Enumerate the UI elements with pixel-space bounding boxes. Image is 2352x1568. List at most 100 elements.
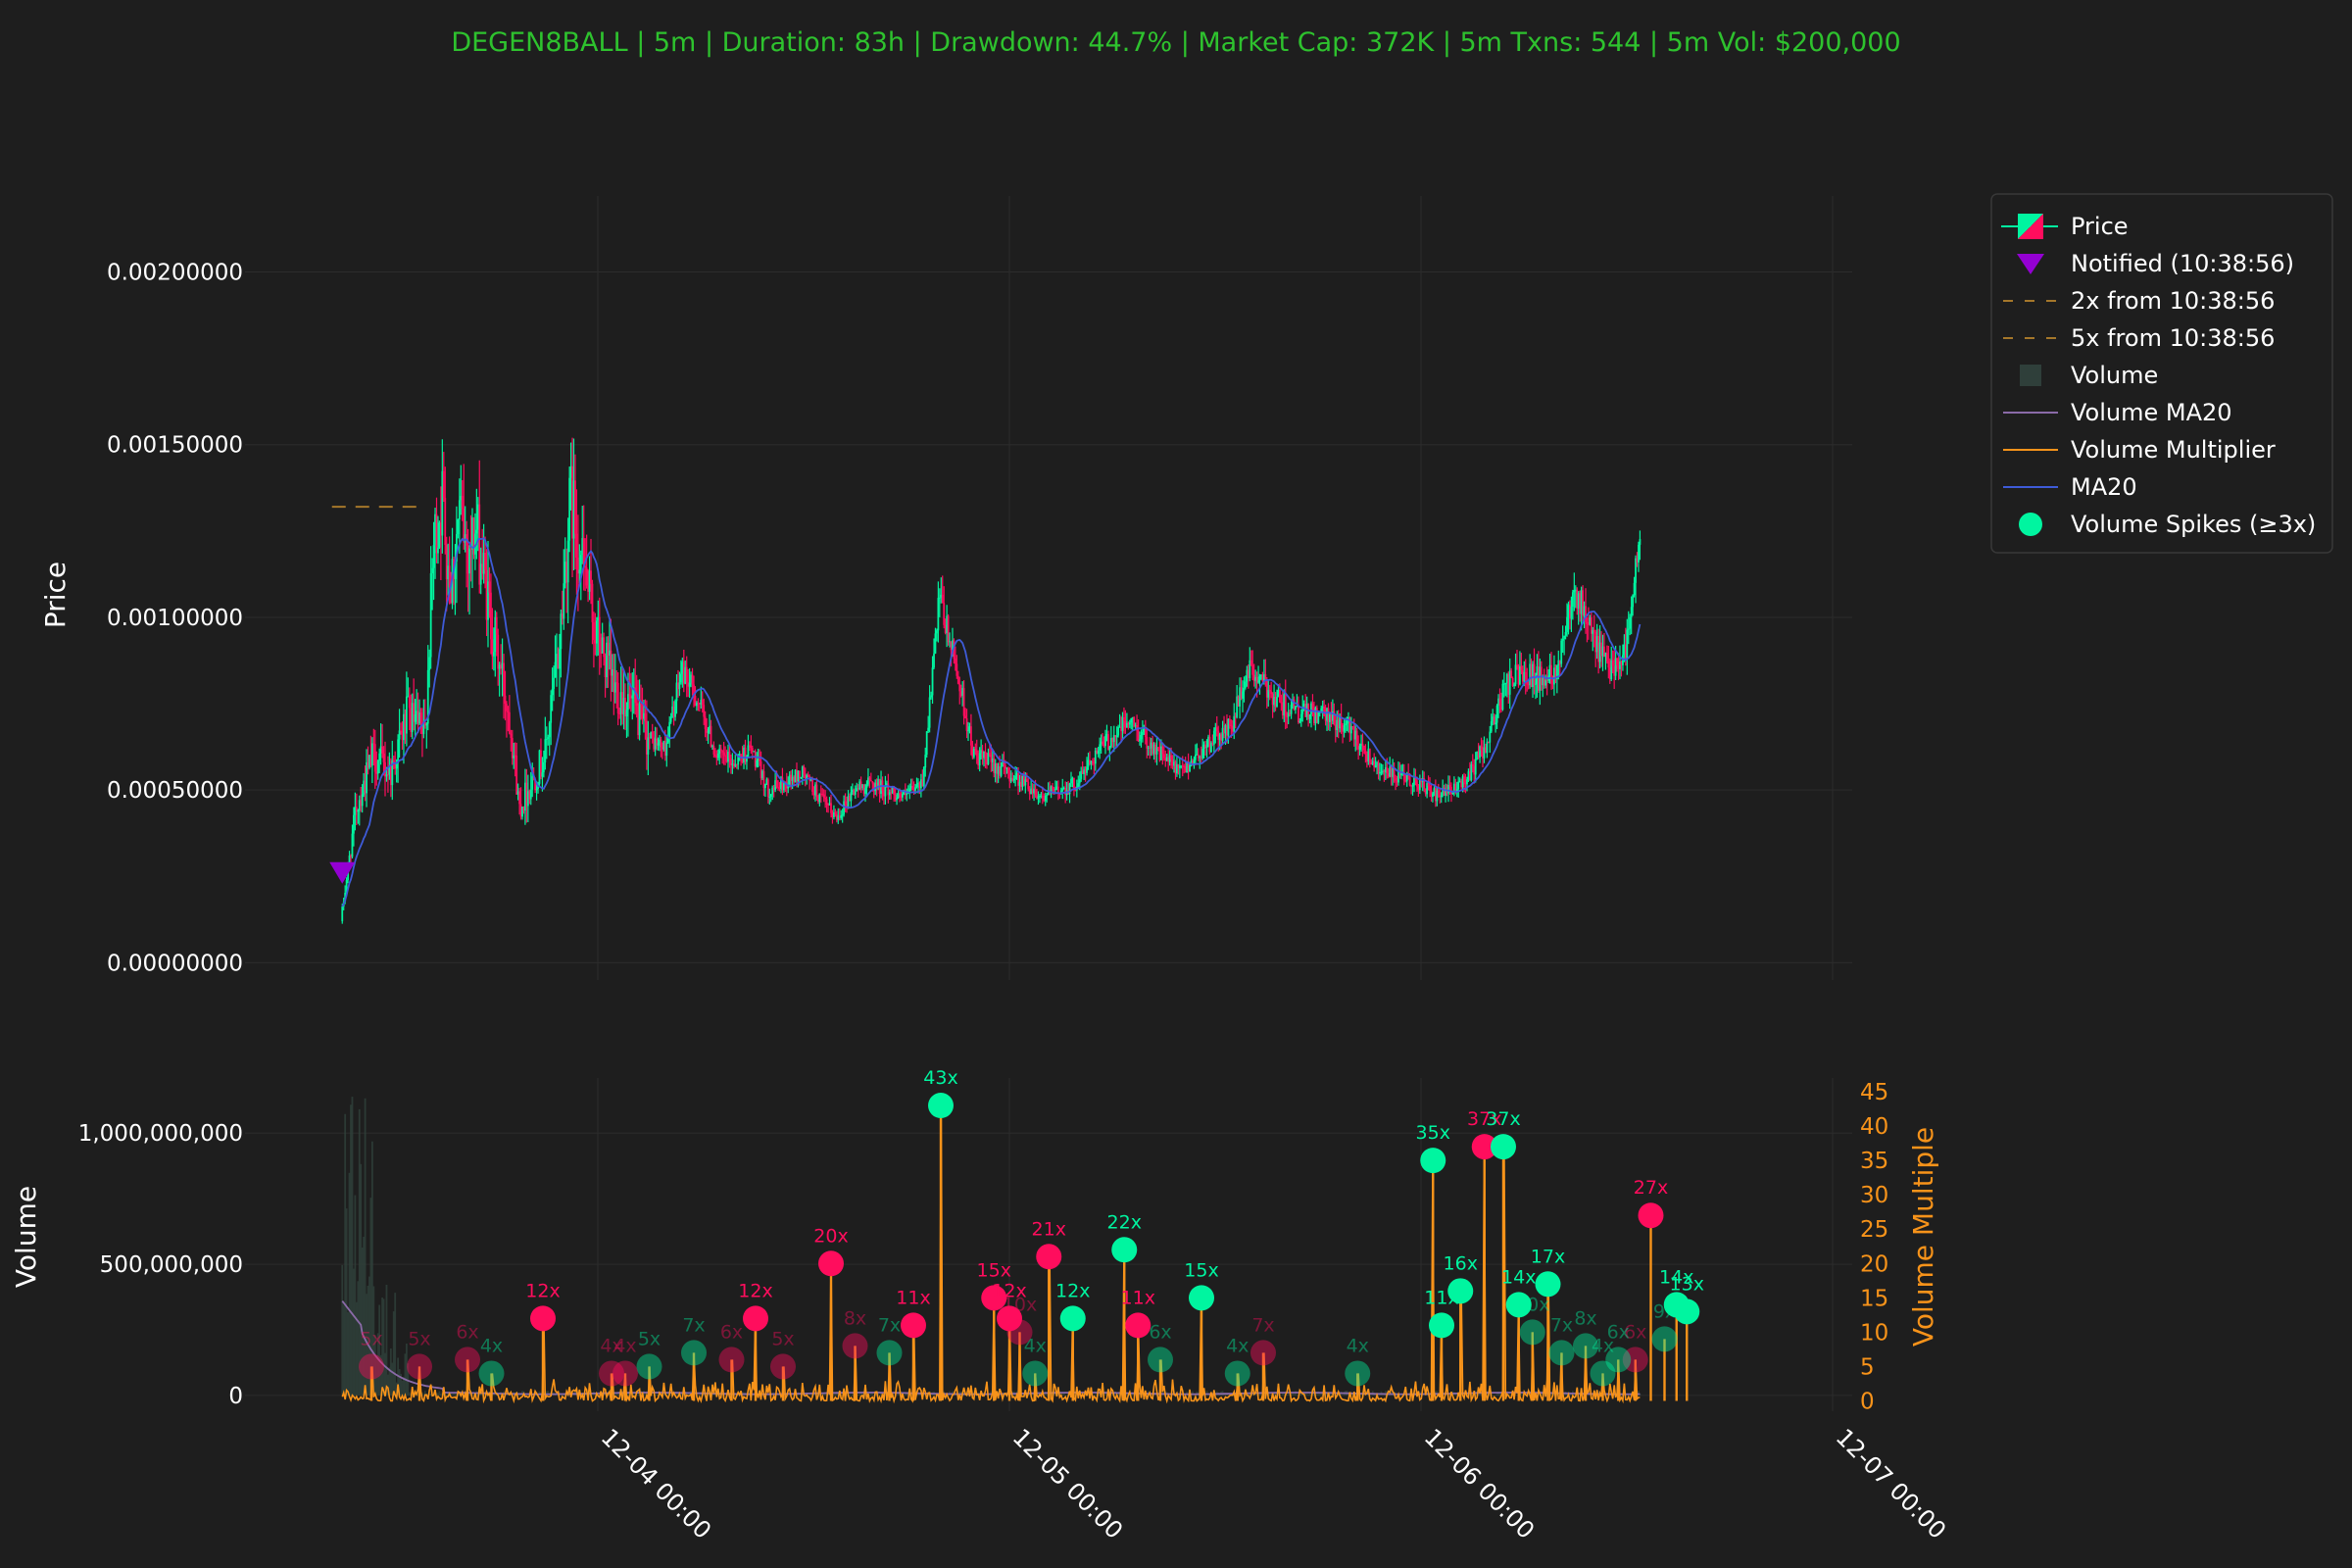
- candle-body: [1008, 772, 1011, 782]
- candle-body: [1418, 780, 1421, 791]
- candle-body: [494, 616, 497, 653]
- candle-body: [1090, 760, 1093, 764]
- volume-bar: [1626, 1395, 1629, 1396]
- candle-body: [526, 791, 529, 807]
- volume-bar: [388, 1367, 391, 1396]
- candle-body: [1451, 792, 1454, 795]
- candle-body: [796, 769, 798, 782]
- candle-body: [571, 466, 573, 539]
- candle-body: [1015, 773, 1018, 776]
- candle-body: [1286, 715, 1289, 717]
- candle-body: [1150, 742, 1152, 749]
- volume-bar: [571, 1394, 573, 1396]
- candle-body: [1526, 680, 1529, 685]
- candle-body: [466, 545, 469, 574]
- candle-body: [1139, 739, 1141, 742]
- volume-bar: [1260, 1393, 1262, 1396]
- volume-bar: [1102, 1393, 1103, 1396]
- candle-body: [460, 496, 463, 501]
- candle-body: [1379, 772, 1381, 774]
- volume-spike-marker: [1224, 1360, 1250, 1387]
- candle-body: [653, 737, 656, 750]
- volume-bar: [1021, 1395, 1024, 1396]
- candle-body: [351, 833, 354, 858]
- volume-tick-label: 0: [228, 1384, 243, 1409]
- volume-spike-marker: [1189, 1285, 1214, 1311]
- candle-body: [421, 722, 423, 734]
- candle-body: [738, 754, 741, 756]
- volume-spike-label: 4x: [1226, 1335, 1249, 1356]
- candle-body: [1492, 716, 1494, 722]
- candle-body: [554, 662, 557, 678]
- candle-body: [1523, 671, 1526, 682]
- candle-body: [890, 792, 893, 794]
- candle-body: [698, 703, 701, 705]
- multiplier-tick-label: 30: [1860, 1183, 1888, 1208]
- volume-bar: [1290, 1394, 1293, 1396]
- candle-body: [782, 781, 785, 791]
- candle-body: [507, 710, 510, 712]
- candle-body: [1426, 783, 1429, 795]
- candle-body: [921, 779, 924, 787]
- candle-body: [748, 745, 751, 747]
- candle-body: [403, 713, 405, 741]
- candle-body: [880, 780, 882, 795]
- volume-bar: [1087, 1392, 1090, 1396]
- candle-body: [1448, 784, 1451, 787]
- candle-body: [1155, 747, 1158, 755]
- candle-body: [1208, 736, 1211, 753]
- volume-bar: [1639, 1394, 1642, 1396]
- volume-bar: [950, 1394, 953, 1396]
- candle-icon: [2018, 214, 2043, 239]
- candle-body: [431, 567, 434, 573]
- candle-body: [1178, 765, 1181, 768]
- candle-body: [1577, 593, 1580, 609]
- candle-body: [564, 562, 566, 584]
- candle-body: [1137, 730, 1140, 742]
- volume-bar: [1387, 1394, 1390, 1396]
- volume-bar: [662, 1393, 665, 1396]
- candle-body: [381, 746, 383, 754]
- candle-body: [777, 786, 779, 788]
- volume-bar: [1555, 1394, 1558, 1396]
- candle-body: [643, 712, 645, 719]
- candle-body: [1246, 669, 1249, 682]
- candle-body: [954, 658, 956, 664]
- candle-body: [488, 581, 491, 593]
- volume-spike-marker: [1471, 1134, 1497, 1160]
- candle-body: [974, 749, 977, 751]
- candle-body: [1053, 789, 1055, 791]
- candle-body: [1270, 691, 1273, 695]
- candle-body: [858, 781, 861, 790]
- candle-body: [830, 803, 832, 813]
- candle-body: [1164, 758, 1167, 761]
- legend-label: Volume Multiplier: [2071, 436, 2276, 464]
- volume-bar: [677, 1392, 679, 1396]
- volume-spike-label: 15x: [977, 1259, 1011, 1281]
- candle-body: [930, 695, 932, 698]
- legend: Price Notified (10:38:56) 2x from 10:38:56…: [1990, 193, 2333, 554]
- candle-body: [1021, 775, 1024, 787]
- volume-bar: [857, 1394, 859, 1396]
- candle-body: [497, 634, 500, 669]
- candle-body: [1638, 544, 1640, 563]
- candle-body: [838, 815, 841, 818]
- candle-body: [867, 777, 869, 785]
- candle-body: [793, 776, 795, 783]
- candle-body: [1330, 713, 1333, 721]
- candle-body: [849, 796, 851, 802]
- candle-body: [1052, 786, 1054, 790]
- candle-body: [1582, 590, 1584, 616]
- candle-body: [1471, 763, 1474, 766]
- candle-body: [400, 730, 402, 732]
- candle-body: [376, 760, 379, 774]
- candle-body: [831, 812, 834, 817]
- candle-body: [1289, 712, 1292, 714]
- candle-body: [557, 654, 560, 669]
- candle-body: [542, 761, 545, 773]
- candle-body: [1389, 766, 1392, 777]
- candle-body: [471, 516, 473, 550]
- candle-body: [367, 761, 369, 768]
- candle-body: [959, 691, 962, 696]
